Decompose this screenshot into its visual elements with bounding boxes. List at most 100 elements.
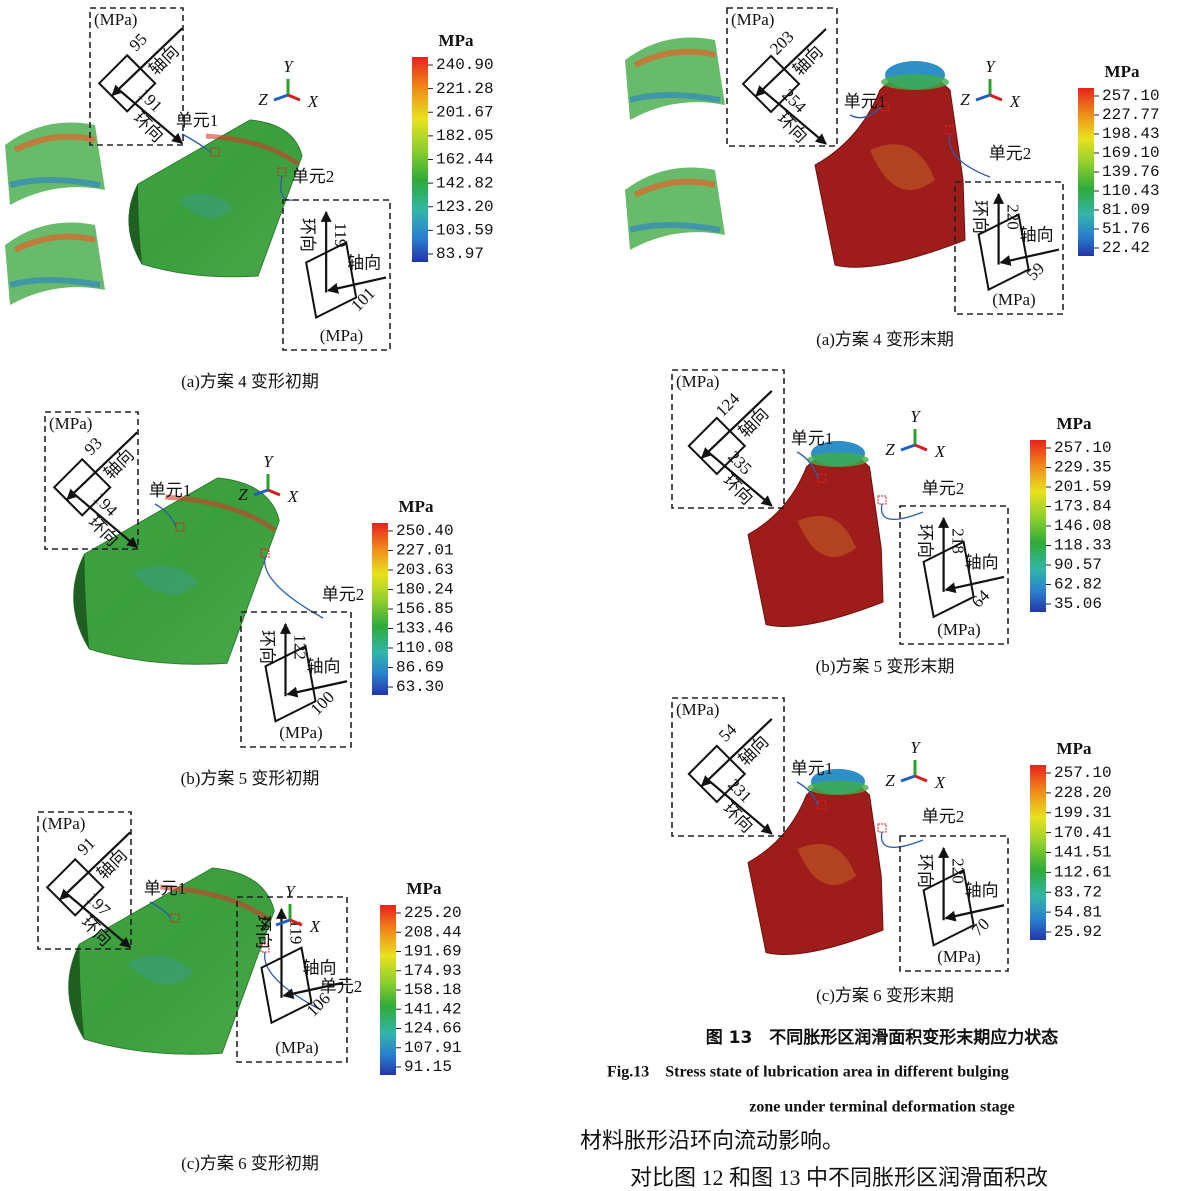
stress-value: 218 (949, 528, 968, 554)
direction-label: 环向 (916, 524, 935, 558)
unit-text: (MPa) (676, 700, 719, 719)
legend-value: 199.31 (1054, 804, 1112, 822)
unit-text: (MPa) (42, 814, 85, 833)
legend-value: 112.61 (1054, 864, 1112, 882)
unit-label: 单元2 (922, 807, 965, 826)
direction-label: 环向 (298, 218, 317, 252)
axis-x (268, 490, 280, 495)
legend-value: 35.06 (1054, 595, 1102, 613)
color-bar (412, 57, 428, 262)
color-bar (372, 523, 388, 695)
unit-label: 单元1 (791, 429, 834, 448)
unit-label: 单元2 (989, 144, 1032, 163)
unit-label: 单元1 (149, 481, 192, 500)
stress-value: 119 (331, 223, 350, 248)
legend-value: 208.44 (404, 923, 462, 941)
axis-label: X (934, 773, 946, 792)
elbow-top (881, 74, 949, 90)
axis-x (288, 95, 300, 100)
color-bar (1030, 765, 1046, 940)
axis-label: Y (985, 57, 996, 76)
axis-label: Y (285, 882, 296, 901)
figure-title: 图 13 不同胀形区润滑面积变形末期应力状态 (706, 1027, 1059, 1048)
panel-caption: (b)方案 5 变形初期 (181, 769, 320, 788)
stress-value: 54 (715, 720, 741, 746)
axis-z (901, 445, 915, 450)
legend-value: 141.42 (404, 1000, 462, 1018)
axial-arrow (1001, 250, 1059, 263)
axis-label: Z (260, 915, 270, 934)
legend-value: 54.81 (1054, 903, 1102, 921)
legend-value: 201.67 (436, 103, 494, 121)
axis-label: Z (960, 90, 970, 109)
direction-label: 环向 (773, 109, 810, 146)
direction-label: 轴向 (303, 959, 337, 978)
body-text: 材料胀形沿环向流动影响。 (580, 1128, 844, 1153)
legend-value: 62.82 (1054, 576, 1102, 594)
axis-z (274, 95, 288, 100)
stress-value: 101 (347, 284, 378, 315)
axis-label: Z (258, 90, 268, 109)
unit-text: (MPa) (94, 10, 137, 29)
direction-label: 轴向 (965, 881, 999, 900)
legend-value: 228.20 (1054, 784, 1112, 802)
legend-value: 180.24 (396, 581, 454, 599)
legend-title: MPa (1105, 62, 1140, 81)
legend-value: 86.69 (396, 659, 444, 677)
legend-value: 107.91 (404, 1039, 462, 1057)
panel-caption: (c)方案 6 变形末期 (816, 986, 954, 1005)
axis-x (915, 445, 927, 450)
body-text: 对比图 12 和图 13 中不同胀形区润滑面积改 (630, 1165, 1048, 1190)
legend-value: 83.97 (436, 245, 484, 263)
stress-value: 100 (307, 687, 338, 718)
legend-value: 124.66 (404, 1020, 462, 1038)
unit-text: (MPa) (731, 10, 774, 29)
legend-value: 63.30 (396, 678, 444, 696)
leader (882, 832, 923, 847)
panel-caption: (c)方案 6 变形初期 (181, 1154, 319, 1173)
axis-z (976, 95, 990, 100)
unit-label: 单元1 (176, 111, 219, 130)
unit-text: (MPa) (49, 414, 92, 433)
axis-x (990, 95, 1002, 100)
legend-value: 257.10 (1054, 439, 1112, 457)
legend-value: 110.08 (396, 639, 454, 657)
legend-value: 257.10 (1054, 764, 1112, 782)
legend-value: 158.18 (404, 981, 462, 999)
axis-z (901, 776, 915, 781)
direction-label: 环向 (130, 108, 167, 145)
legend-value: 133.46 (396, 620, 454, 638)
legend-title: MPa (439, 31, 474, 50)
axial-arrow (328, 278, 386, 291)
stress-value: 91 (73, 833, 98, 858)
stress-value: 93 (80, 433, 105, 458)
legend-value: 91.15 (404, 1058, 452, 1076)
axis-label: Y (910, 738, 921, 757)
legend-value: 110.43 (1102, 182, 1160, 200)
legend-value: 201.59 (1054, 478, 1112, 496)
unit-label: 单元1 (791, 759, 834, 778)
legend-value: 139.76 (1102, 163, 1160, 181)
axis-label: Y (283, 57, 294, 76)
direction-label: 环向 (719, 471, 756, 508)
stress-value: 220 (949, 858, 968, 884)
legend-value: 90.57 (1054, 556, 1102, 574)
figure-title-en: zone under terminal deformation stage (749, 1099, 1014, 1116)
axis-label: Z (238, 485, 248, 504)
legend-value: 169.10 (1102, 144, 1160, 162)
unit-label: 单元1 (844, 92, 887, 111)
direction-label: 轴向 (100, 445, 137, 482)
legend-value: 174.93 (404, 962, 462, 980)
legend-title: MPa (1057, 739, 1092, 758)
legend-value: 229.35 (1054, 459, 1112, 477)
axis-label: Y (910, 407, 921, 426)
panel-caption: (b)方案 5 变形末期 (816, 657, 955, 676)
legend-value: 227.01 (396, 542, 454, 560)
direction-label: 轴向 (789, 42, 826, 79)
elbow-top (807, 781, 868, 795)
elbow-top (807, 453, 868, 467)
unit-marker (878, 824, 886, 832)
legend-value: 250.40 (396, 522, 454, 540)
unit-text: (MPa) (275, 1038, 318, 1057)
panel-caption: (a)方案 4 变形末期 (816, 330, 954, 349)
